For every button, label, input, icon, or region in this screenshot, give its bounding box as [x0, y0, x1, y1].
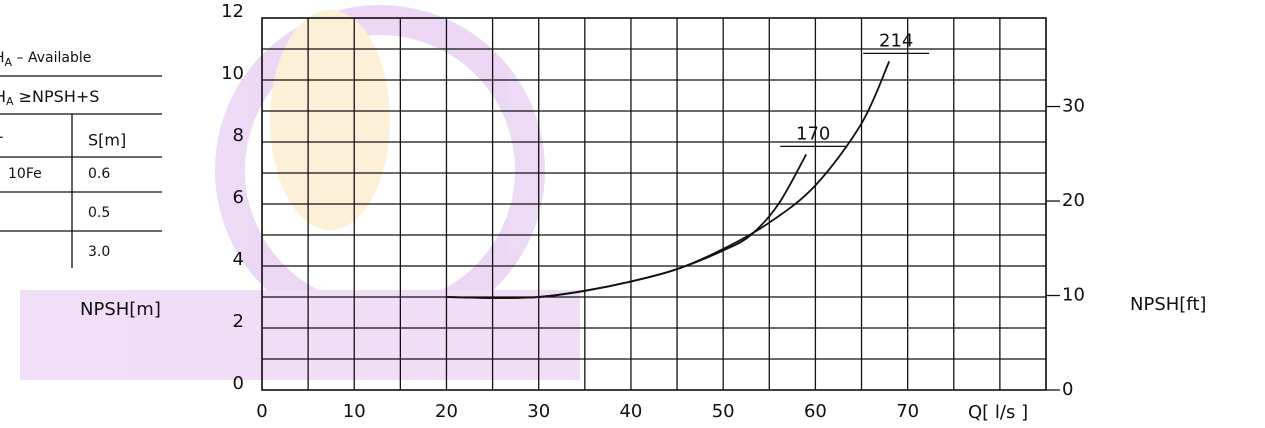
y-tick-label: 4	[233, 249, 244, 270]
curve-label: 170	[796, 123, 830, 144]
x-tick-label: 50	[712, 401, 735, 422]
x-tick-label: 40	[619, 401, 642, 422]
x-axis-label: Q[ l/s ]	[968, 402, 1028, 423]
y-tick-label: 8	[233, 125, 244, 146]
y2-tick-label: 0	[1062, 379, 1073, 400]
table-cell: 3.0	[88, 244, 110, 260]
watermark	[20, 5, 580, 380]
table-header: r	[0, 131, 3, 150]
y-tick-label: 12	[221, 1, 244, 22]
table-cell: 10Fe	[8, 166, 42, 182]
y2-tick-label: 10	[1062, 285, 1085, 306]
x-tick-label: 20	[435, 401, 458, 422]
curve	[446, 153, 807, 299]
y2-tick-label: 20	[1062, 190, 1085, 211]
y-axis-label: NPSH[m]	[80, 299, 161, 320]
x-tick-label: 10	[343, 401, 366, 422]
y-tick-label: 2	[233, 311, 244, 332]
y-tick-label: 0	[233, 373, 244, 394]
plot-frame	[261, 17, 1047, 391]
table-condition: HA ≥NPSH+S	[0, 87, 99, 109]
y2-axis-label: NPSH[ft]	[1130, 294, 1206, 315]
npsh-table: HA – Available HA ≥NPSH+S r S[m] 10Fe 0.…	[0, 50, 162, 268]
x-tick-label: 70	[896, 401, 919, 422]
y-tick-label: 10	[221, 63, 244, 84]
x-tick-label: 0	[256, 401, 267, 422]
table-cell: 0.5	[88, 205, 110, 221]
table-cell: 0.6	[88, 166, 110, 182]
x-tick-label: 30	[527, 401, 550, 422]
y2-tick-label: 30	[1062, 96, 1085, 117]
table-title: HA – Available	[0, 50, 91, 69]
curve-label: 214	[879, 30, 913, 51]
table-header: S[m]	[88, 131, 126, 150]
y-tick-label: 6	[233, 187, 244, 208]
x-tick-label: 60	[804, 401, 827, 422]
